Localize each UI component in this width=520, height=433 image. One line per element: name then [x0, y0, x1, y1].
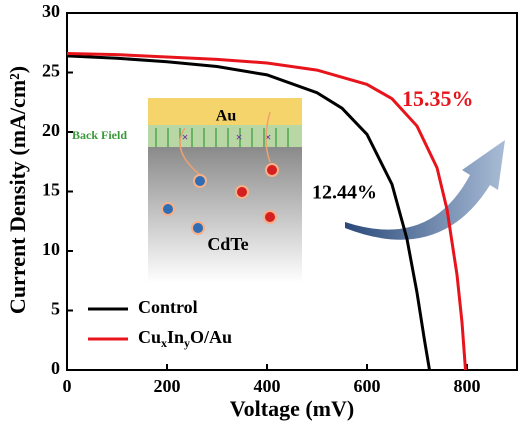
carrier-paths	[179, 111, 271, 176]
trend-arrow	[345, 140, 505, 240]
svg-text:×: ×	[182, 130, 189, 144]
cdte-label: CdTe	[207, 234, 248, 254]
x-tick-label: 400	[254, 376, 281, 396]
svg-text:×: ×	[265, 130, 272, 144]
back-field-layer	[148, 125, 302, 147]
au-label: Au	[216, 108, 237, 125]
y-tick-label: 30	[42, 1, 60, 21]
y-tick-label: 10	[42, 239, 60, 259]
blocked-marks: × × ×	[182, 130, 272, 144]
y-tick-label: 20	[42, 120, 60, 140]
y-tick-label: 0	[51, 358, 60, 378]
x-axis-title: Voltage (mV)	[230, 396, 354, 421]
legend-label: CuxInyO/Au	[138, 327, 232, 350]
y-tick-label: 5	[51, 299, 60, 319]
annotation: 12.44%	[312, 182, 377, 204]
x-tick-label: 800	[454, 376, 481, 396]
legend-label: Control	[138, 297, 198, 317]
annotation: 15.35%	[402, 86, 474, 111]
holes	[235, 163, 279, 224]
series-line	[66, 54, 431, 371]
y-tick-label: 25	[42, 61, 60, 81]
series-line	[66, 51, 467, 371]
x-tick-label: 200	[154, 376, 181, 396]
inset-diagram: × × × Au Back Field CdTe	[72, 98, 302, 283]
y-axis-title: Current Density (mA/cm²)	[5, 66, 30, 314]
x-tick-label: 0	[63, 376, 72, 396]
au-layer	[148, 98, 302, 125]
electrons	[161, 174, 207, 235]
field-label: Back Field	[72, 128, 127, 142]
x-tick-label: 600	[354, 376, 381, 396]
svg-text:×: ×	[236, 130, 243, 144]
y-tick-label: 15	[42, 180, 60, 200]
